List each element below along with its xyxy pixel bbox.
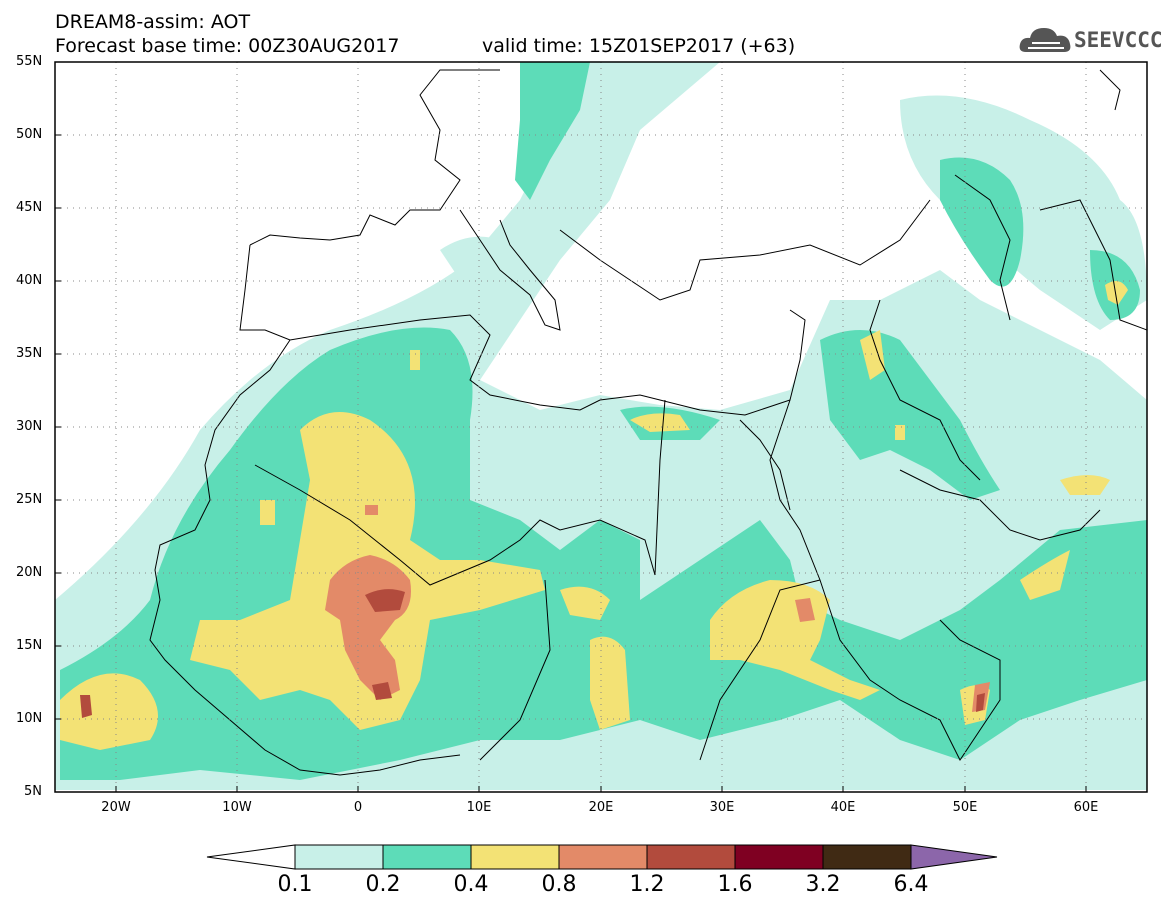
colorbar-label: 0.4	[453, 872, 489, 897]
valid-time: valid time: 15Z01SEP2017 (+63)	[482, 35, 796, 57]
forecast-base-time: Forecast base time: 00Z30AUG2017	[55, 35, 400, 57]
lat-label: 5N	[24, 784, 42, 799]
axis-ticks	[55, 61, 1087, 792]
lat-label: 55N	[16, 54, 43, 69]
colorbar-under-arrow	[206, 844, 296, 870]
colorbar-bin-3.2	[822, 844, 912, 870]
aot-field	[55, 62, 1147, 790]
seevccc-logo: SEEVCCC	[1018, 22, 1163, 58]
lon-label: 40E	[830, 800, 856, 815]
colorbar-bin-0.1	[294, 844, 384, 870]
lon-label: 0	[353, 800, 363, 815]
colorbar-label: 3.2	[805, 872, 841, 897]
lon-label: 20W	[101, 800, 131, 815]
colorbar-bin-0.2	[382, 844, 472, 870]
lat-label: 25N	[16, 492, 43, 507]
lat-label: 20N	[16, 565, 43, 580]
lon-label: 20E	[588, 800, 614, 815]
colorbar-label: 0.2	[365, 872, 401, 897]
cloud-logo-icon	[1019, 28, 1071, 52]
lon-label: 10W	[222, 800, 252, 815]
colorbar-bin-0.4	[470, 844, 560, 870]
colorbar-label: 0.1	[277, 872, 313, 897]
lat-label: 50N	[16, 127, 43, 142]
colorbar-label: 0.8	[541, 872, 577, 897]
colorbar	[206, 844, 998, 870]
logo-text: SEEVCCC	[1074, 28, 1163, 52]
colorbar-label: 6.4	[893, 872, 929, 897]
lat-label: 15N	[16, 638, 43, 653]
lat-label: 40N	[16, 273, 43, 288]
lat-label: 10N	[16, 711, 43, 726]
colorbar-label: 1.6	[717, 872, 753, 897]
lon-label: 10E	[466, 800, 492, 815]
lon-label: 50E	[952, 800, 978, 815]
colorbar-bin-1.6	[734, 844, 824, 870]
graticule	[55, 62, 1147, 792]
colorbar-bin-1.2	[646, 844, 736, 870]
map-title: DREAM8-assim: AOT	[55, 11, 251, 33]
colorbar-over-arrow	[910, 844, 998, 870]
aot-level-1.2	[80, 589, 985, 718]
lon-label: 60E	[1073, 800, 1099, 815]
lon-label: 30E	[709, 800, 735, 815]
colorbar-bin-0.8	[558, 844, 648, 870]
coastlines	[149, 69, 1147, 776]
lat-label: 35N	[16, 346, 43, 361]
colorbar-label: 1.2	[629, 872, 665, 897]
lat-label: 45N	[16, 200, 43, 215]
lat-label: 30N	[16, 419, 43, 434]
